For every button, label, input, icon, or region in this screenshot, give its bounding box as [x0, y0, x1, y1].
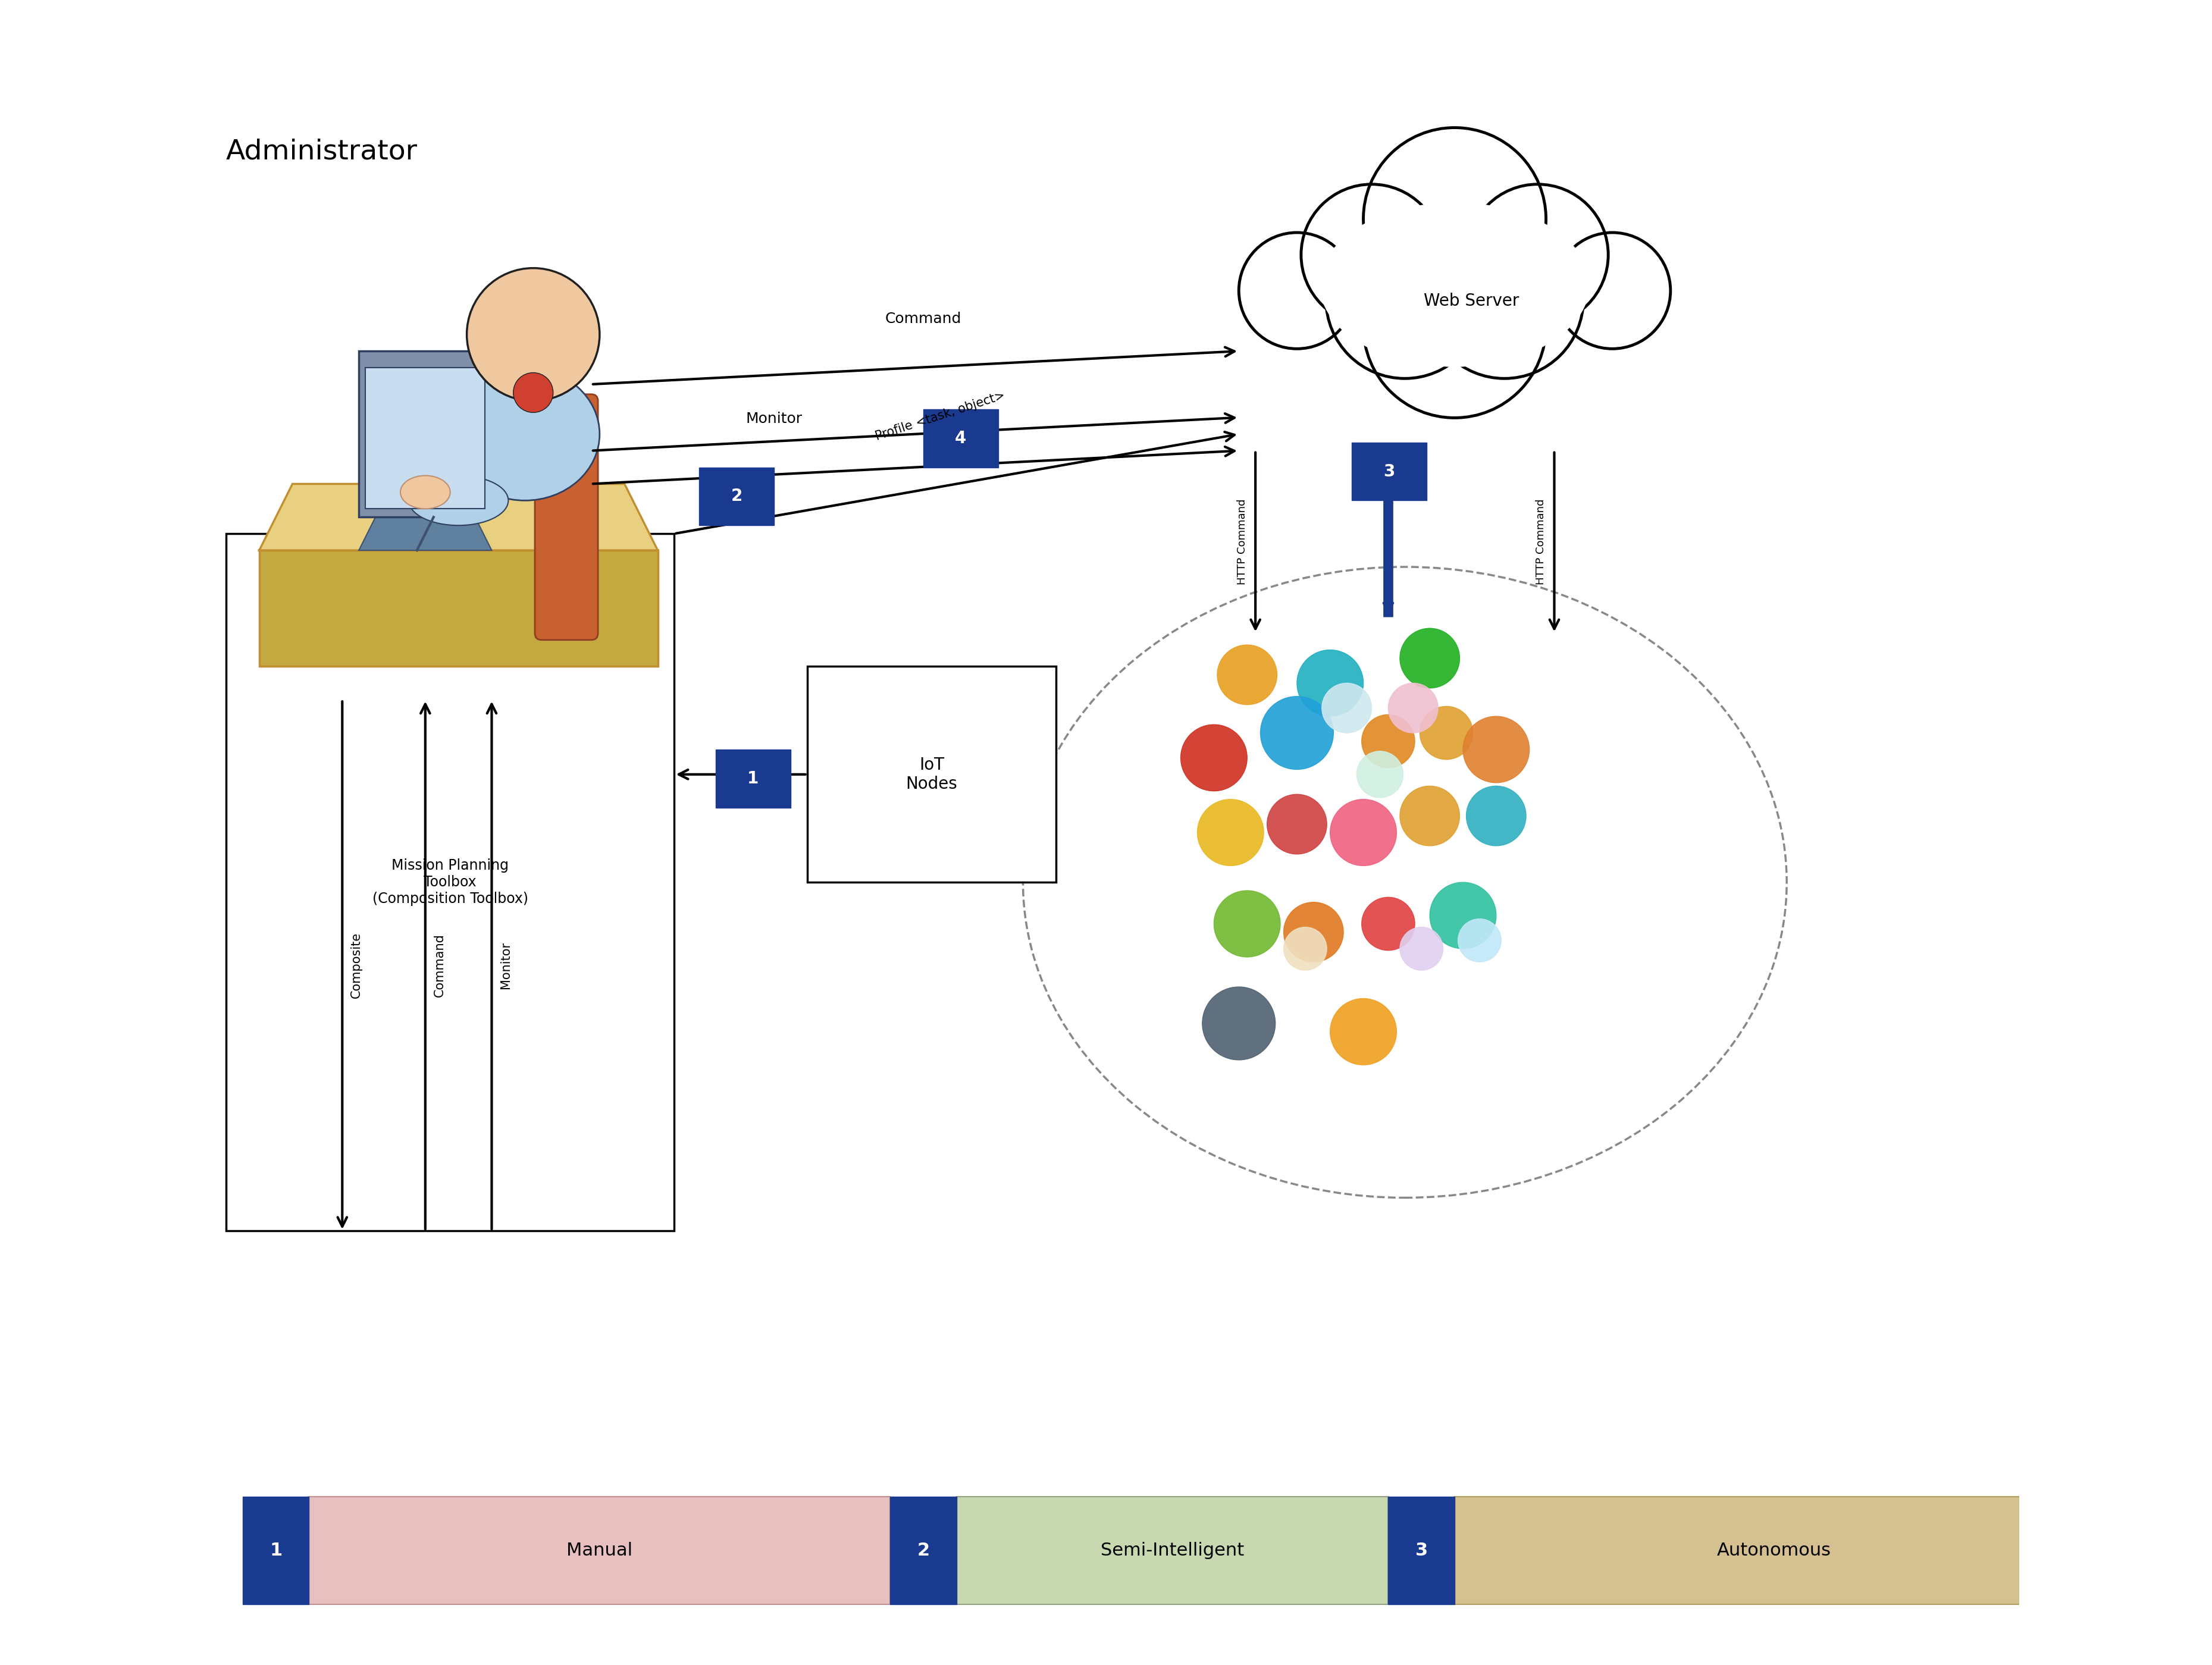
Circle shape — [1301, 185, 1442, 325]
Text: IoT
Nodes: IoT Nodes — [907, 756, 958, 793]
Text: Semi-Intelligent: Semi-Intelligent — [1102, 1542, 1243, 1558]
Circle shape — [1363, 897, 1416, 951]
Text: 1: 1 — [270, 1542, 283, 1558]
FancyBboxPatch shape — [922, 410, 998, 468]
Text: Monitor: Monitor — [500, 942, 511, 989]
Circle shape — [1203, 987, 1276, 1061]
Circle shape — [1283, 902, 1343, 962]
FancyBboxPatch shape — [889, 1497, 956, 1605]
Circle shape — [1197, 799, 1263, 866]
Text: HTTP Command: HTTP Command — [1237, 500, 1248, 584]
Circle shape — [1389, 683, 1438, 733]
Circle shape — [467, 268, 599, 401]
Circle shape — [1217, 644, 1276, 704]
Circle shape — [1400, 628, 1460, 688]
Circle shape — [1420, 706, 1473, 759]
Text: 4: 4 — [956, 430, 967, 446]
Circle shape — [1356, 751, 1402, 798]
Circle shape — [1267, 794, 1327, 854]
FancyBboxPatch shape — [1352, 443, 1427, 501]
Circle shape — [1429, 882, 1495, 949]
Text: Profile <task, object>: Profile <task, object> — [874, 390, 1006, 443]
Polygon shape — [259, 485, 657, 551]
Circle shape — [1458, 919, 1502, 962]
FancyBboxPatch shape — [358, 351, 491, 518]
Ellipse shape — [400, 476, 451, 509]
Text: Composite: Composite — [349, 932, 363, 999]
FancyBboxPatch shape — [956, 1497, 1389, 1605]
FancyBboxPatch shape — [717, 749, 790, 808]
Text: 3: 3 — [1416, 1542, 1427, 1558]
FancyBboxPatch shape — [1389, 1497, 1455, 1605]
Ellipse shape — [451, 368, 599, 501]
Text: Command: Command — [434, 934, 445, 997]
Circle shape — [1363, 128, 1546, 310]
Circle shape — [1323, 683, 1371, 733]
FancyBboxPatch shape — [699, 468, 774, 526]
Text: 1: 1 — [748, 771, 759, 788]
Circle shape — [1329, 799, 1396, 866]
Text: 2: 2 — [918, 1542, 929, 1558]
Circle shape — [1467, 185, 1608, 325]
Circle shape — [1462, 716, 1528, 783]
Circle shape — [1296, 649, 1363, 716]
FancyBboxPatch shape — [243, 1497, 310, 1605]
Text: 2: 2 — [730, 488, 743, 504]
Text: Mission Planning
Toolbox
(Composition Toolbox): Mission Planning Toolbox (Composition To… — [372, 859, 529, 906]
Text: HTTP Command: HTTP Command — [1535, 500, 1546, 584]
Circle shape — [1425, 221, 1584, 378]
Ellipse shape — [1321, 203, 1590, 366]
Circle shape — [1363, 235, 1546, 418]
FancyBboxPatch shape — [226, 534, 675, 1230]
Ellipse shape — [409, 476, 509, 526]
FancyBboxPatch shape — [1455, 1497, 2095, 1605]
Circle shape — [1239, 233, 1356, 348]
Circle shape — [1214, 891, 1281, 957]
Circle shape — [1325, 221, 1484, 378]
Circle shape — [1329, 999, 1396, 1066]
FancyBboxPatch shape — [807, 666, 1055, 882]
Circle shape — [1400, 927, 1442, 971]
Text: Administrator: Administrator — [226, 138, 418, 165]
Circle shape — [1555, 233, 1670, 348]
Text: Autonomous: Autonomous — [1717, 1542, 1832, 1558]
Text: Manual: Manual — [566, 1542, 633, 1558]
Text: Command: Command — [885, 311, 962, 326]
Polygon shape — [259, 551, 657, 633]
Circle shape — [1181, 724, 1248, 791]
Text: Monitor: Monitor — [745, 411, 803, 426]
FancyBboxPatch shape — [535, 395, 597, 639]
Circle shape — [1261, 696, 1334, 769]
Circle shape — [1467, 786, 1526, 846]
Circle shape — [1283, 927, 1327, 971]
Circle shape — [513, 373, 553, 413]
Polygon shape — [259, 551, 657, 666]
FancyBboxPatch shape — [365, 368, 484, 509]
Text: Web Server: Web Server — [1425, 293, 1520, 310]
Circle shape — [1363, 714, 1416, 768]
Polygon shape — [358, 518, 491, 551]
Text: 3: 3 — [1382, 463, 1396, 480]
Circle shape — [1400, 786, 1460, 846]
FancyBboxPatch shape — [310, 1497, 889, 1605]
